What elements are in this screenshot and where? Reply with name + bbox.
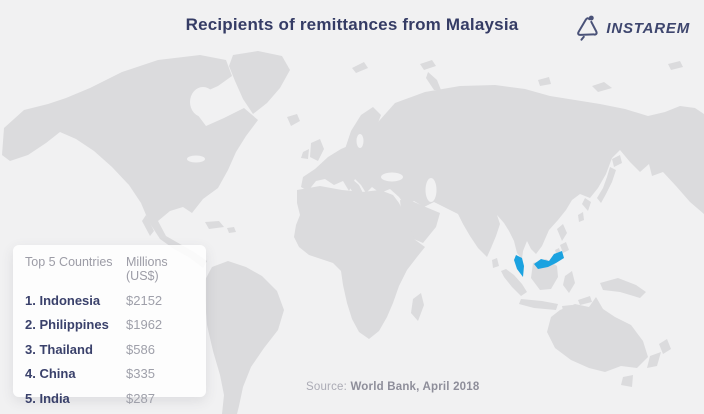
table-header-amount: Millions (US$) — [126, 255, 168, 283]
rocket-person-icon — [574, 11, 601, 46]
table-row: 3. Thailand $586 — [25, 342, 194, 357]
source-text: World Bank, April 2018 — [350, 381, 480, 393]
page-title: Recipients of remittances from Malaysia — [185, 15, 519, 34]
amount-value: $586 — [126, 341, 155, 357]
table-header-countries: Top 5 Countries — [25, 255, 113, 269]
country-label: 3. Thailand — [25, 341, 93, 357]
amount-value: $2152 — [126, 292, 163, 308]
top5-countries-card: Top 5 Countries Millions (US$) 1. Indone… — [13, 245, 206, 406]
map-java — [519, 299, 558, 310]
amount-value: $1962 — [126, 317, 163, 332]
table-row: 4. China $335 — [25, 366, 194, 381]
table-row: 2. Philippines $1962 — [25, 317, 194, 332]
source-prefix: Source: — [306, 381, 348, 393]
map-eurasia — [301, 85, 704, 259]
country-label: 1. Indonesia — [25, 292, 101, 308]
amount-value: $287 — [126, 390, 155, 406]
country-label: 4. China — [25, 366, 76, 381]
map-africa — [294, 186, 425, 339]
map-north-america — [2, 55, 258, 268]
logo-wordmark: INSTAREM — [606, 20, 690, 37]
map-highlight-malaysia — [514, 251, 564, 277]
map-sumatra — [501, 269, 527, 296]
table-header-row: Top 5 Countries Millions (US$) — [25, 255, 194, 283]
map-south-america — [205, 261, 284, 414]
country-label: 2. Philippines — [25, 317, 109, 332]
amount-value: $335 — [126, 366, 155, 381]
map-australia — [547, 297, 648, 372]
table-row: 1. Indonesia $2152 — [25, 293, 194, 308]
map-greenland — [229, 51, 290, 114]
instarem-logo: INSTAREM — [574, 11, 690, 46]
source-attribution: Source: World Bank, April 2018 — [306, 381, 479, 393]
country-label: 5. India — [25, 390, 70, 406]
table-row: 5. India $287 — [25, 391, 194, 406]
